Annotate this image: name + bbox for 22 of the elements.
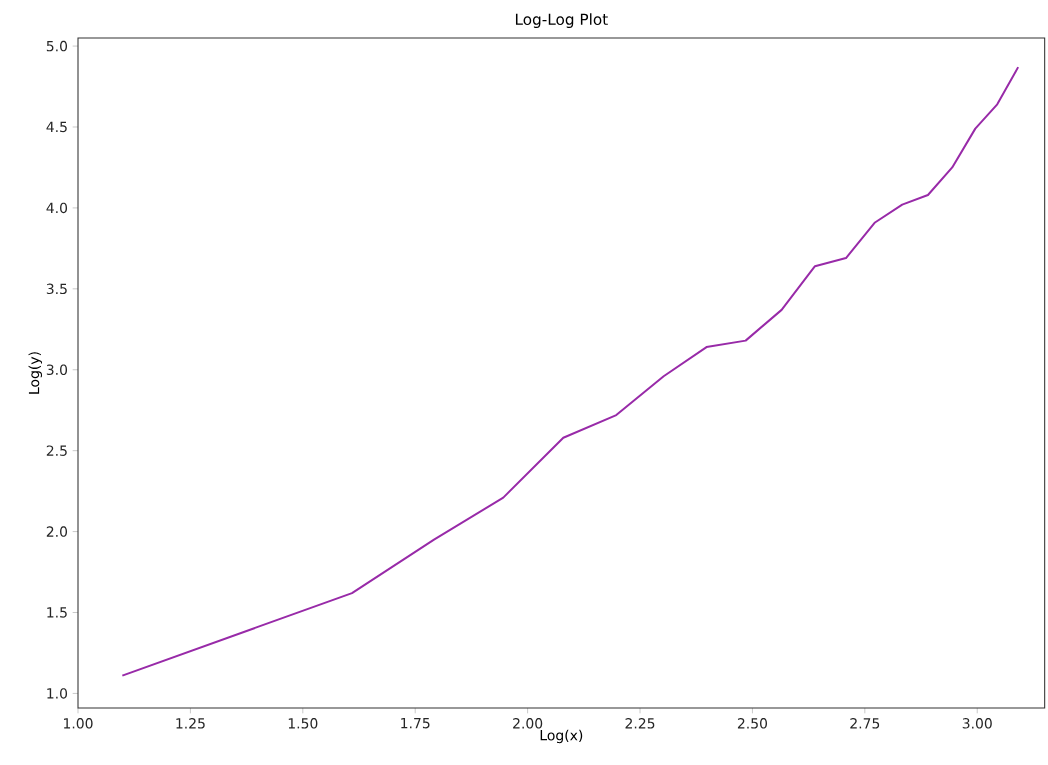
y-tick-label: 4.0 (46, 202, 68, 214)
y-tick-label: 3.5 (46, 283, 67, 294)
x-tick-label: 1.00 (64, 717, 93, 729)
y-tick-label: 3.0 (46, 364, 68, 375)
x-tick-label: 1.75 (401, 717, 430, 729)
x-tick-label: 2.75 (850, 717, 880, 729)
y-tick-label: 1.0 (47, 688, 68, 699)
x-tick-label: 1.25 (176, 717, 205, 729)
y-tick-label: 2.5 (46, 445, 67, 456)
y-tick-label: 1.5 (47, 607, 67, 618)
chart-title: Log-Log Plot (515, 13, 608, 28)
y-tick-label: 4.5 (46, 121, 67, 133)
x-axis-title: Log(x) (540, 729, 583, 744)
line-series (121, 65, 1020, 677)
x-tick-label: 1.50 (288, 717, 318, 729)
y-tick-label: 5.0 (46, 40, 68, 52)
x-tick-label: 2.00 (513, 717, 543, 729)
x-tick-label: 2.50 (737, 717, 768, 729)
y-tick-label: 2.0 (46, 526, 68, 537)
y-axis-title: Log(y) (28, 351, 42, 394)
x-tick-label: 2.25 (625, 717, 655, 729)
x-tick-label: 3.00 (962, 717, 992, 729)
